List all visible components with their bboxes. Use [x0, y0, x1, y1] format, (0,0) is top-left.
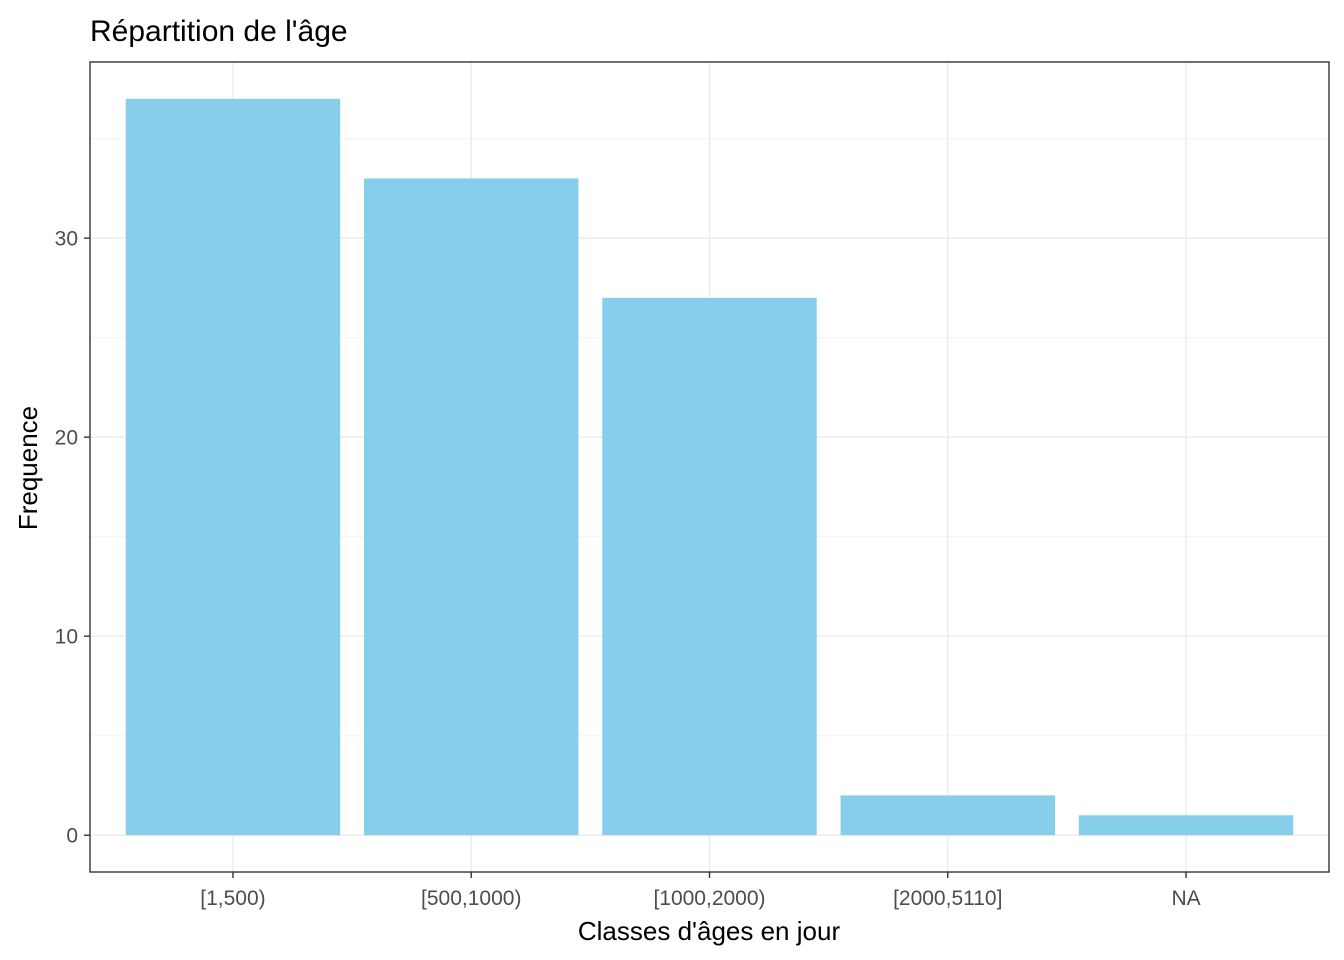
x-axis: [1,500) [500,1000) [1000,2000) [2000,5110] N… [200, 872, 1201, 910]
bar [125, 98, 341, 836]
x-tick-label: NA [1171, 887, 1200, 910]
bar [364, 178, 579, 836]
y-axis-title: Frequence [13, 406, 43, 530]
x-axis-title: Classes d'âges en jour [578, 916, 841, 946]
y-tick-label: 0 [66, 825, 78, 848]
bar [1078, 815, 1294, 836]
x-tick-label: [500,1000) [421, 887, 521, 910]
bar [602, 297, 817, 836]
y-tick-label: 20 [55, 427, 78, 450]
x-tick-label: [2000,5110] [893, 887, 1002, 910]
bar [840, 795, 1055, 836]
y-tick-label: 10 [55, 626, 78, 649]
bars [125, 98, 1294, 836]
y-tick-label: 30 [55, 228, 78, 251]
y-axis: 0 10 20 30 [55, 228, 90, 848]
x-tick-label: [1,500) [200, 887, 265, 910]
chart-title: Répartition de l'âge [90, 15, 348, 48]
x-tick-label: [1000,2000) [653, 887, 765, 910]
